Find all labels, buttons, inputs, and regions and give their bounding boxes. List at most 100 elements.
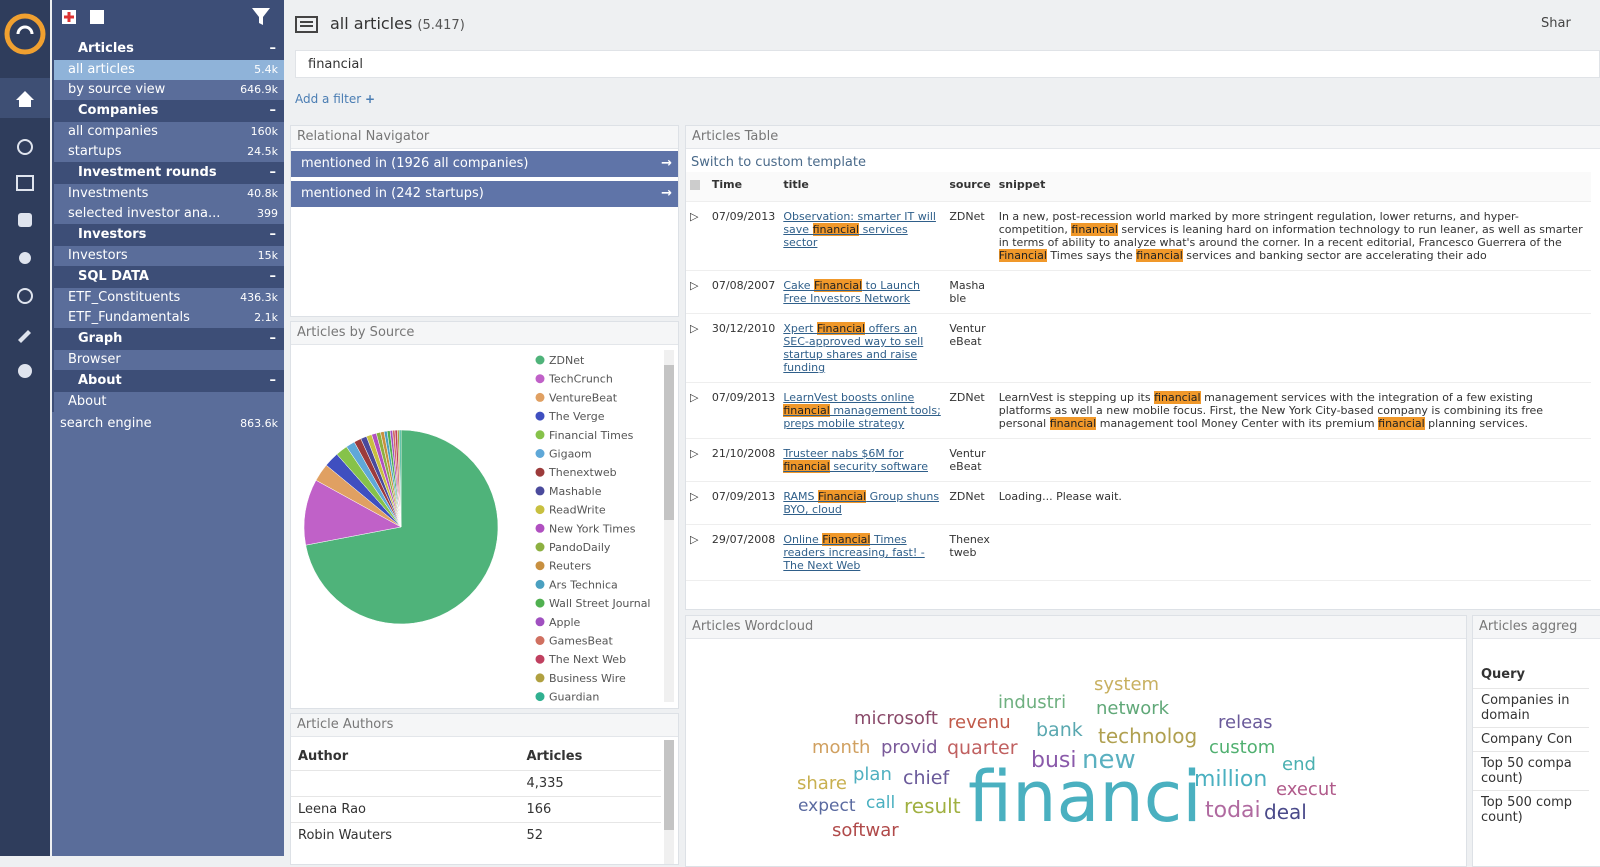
item-label: all articles [68,62,135,77]
nav-links: mentioned in (1926 all companies) → mentio… [291,151,678,207]
collapse-icon[interactable]: – [269,165,277,180]
nav-item[interactable]: Investors 15k [52,246,284,266]
nav-item[interactable]: all articles 5.4k [52,60,284,80]
template-link[interactable]: Switch to custom template [691,155,866,170]
collapse-icon[interactable]: – [269,269,277,284]
header-icon [295,16,318,33]
table-row: Leena Rao 166 [291,796,661,823]
column-header[interactable]: Articles [526,749,583,764]
collapse-icon[interactable]: – [269,41,277,56]
item-count: 24.5k [247,145,278,158]
expand-cell[interactable]: ▷ [686,438,708,482]
word: busi [1031,748,1076,773]
legend-swatch [535,430,545,440]
legend-swatch [535,523,545,533]
scrollbar [664,350,674,702]
word: system [1094,674,1159,695]
collapse-icon[interactable]: – [269,227,277,242]
nav-item[interactable]: startups 24.5k [52,142,284,162]
legend-label: Business Wire [549,672,626,685]
collapse-icon[interactable]: – [269,103,277,118]
item-label: Investments [68,186,149,201]
nav-link[interactable]: mentioned in (242 startups) → [291,181,678,207]
collapse-icon[interactable]: – [269,331,277,346]
expand-cell[interactable]: ▷ [686,201,708,271]
word: million [1194,767,1267,792]
expand-cell[interactable]: ▷ [686,313,708,383]
source-cell: ZDNet [945,382,995,439]
collapse-icon[interactable]: – [269,373,277,388]
scrollbar [664,740,674,864]
cell: 4,335 [526,776,564,791]
header-row: Time title source snippet [686,172,1591,202]
source-cell: ZDNet [945,201,995,271]
word: execut [1276,779,1336,800]
expand-cell[interactable]: ▷ [686,382,708,439]
nav-item[interactable]: all companies 160k [52,122,284,142]
add-filter[interactable]: Add a filter + [295,92,376,106]
word: new [1082,745,1136,775]
legend-swatch [535,579,545,589]
article-link[interactable]: Trusteer nabs $6M for financial security… [783,447,928,473]
checkbox-cell [686,172,708,202]
item-count: 160k [250,125,278,138]
time-cell: 29/07/2008 [707,524,780,581]
table-row: Robin Wauters 52 [291,822,661,849]
word: revenu [948,712,1011,733]
nav-item[interactable]: ETF_Fundamentals 2.1k [52,308,284,328]
legend-swatch [535,505,545,515]
legend-swatch [535,392,545,402]
nav-item[interactable]: Browser [52,350,284,370]
legend-label: TechCrunch [548,373,613,386]
icon-bar [0,0,50,856]
table-row: ▷ 07/09/2013 RAMS Financial Group shuns BY… [686,481,1591,525]
legend-swatch [535,636,545,645]
table-row: ▷ 30/12/2010 Xpert Financial offers an SEC… [686,313,1591,383]
nav-item[interactable]: selected investor ana... 399 [52,204,284,224]
expand-cell[interactable]: ▷ [686,481,708,525]
icons [0,13,50,378]
item-count: 646.9k [240,83,278,96]
nav-item[interactable]: by source view 646.9k [52,80,284,100]
expand-cell[interactable]: ▷ [686,524,708,581]
snippet-cell: Loading... Please wait. [994,481,1591,525]
word: call [866,793,895,813]
legend-swatch [535,542,545,552]
column-header: Query [1481,667,1526,682]
column-header[interactable]: Author [298,749,349,764]
article-link[interactable]: Observation: smarter IT will save financ… [783,210,936,249]
authors-table: Author Articles 4,335 Leena Rao 166 Robin Wau… [291,743,678,848]
nav-item[interactable]: Investments 40.8k [52,184,284,204]
legend-swatch [535,617,545,627]
article-link[interactable]: LearnVest boosts online financial manage… [783,391,941,430]
search-box[interactable]: financial [295,50,1600,78]
legend-label: Reuters [549,560,591,573]
table-row: ▷ 29/07/2008 Online Financial Times reader… [686,524,1591,581]
section-header: Graph – [52,328,284,350]
item-label: ETF_Fundamentals [68,310,190,325]
article-link[interactable]: Online Financial Times readers increasin… [783,533,925,572]
share-button[interactable]: Shar [1541,16,1571,31]
legend-label: Gigaom [549,448,592,461]
nav-item[interactable]: search engine 863.6k [52,412,284,436]
source-cell: VentureBeat [945,313,995,383]
legend-label: Ars Technica [549,578,618,591]
article-link[interactable]: RAMS Financial Group shuns BYO, cloud [783,490,940,516]
expand-cell[interactable]: ▷ [686,270,708,314]
nav-link-text: mentioned in (242 startups) [301,186,484,201]
article-link[interactable]: Xpert Financial offers an SEC-approved w… [783,322,924,374]
aggregation-rows: Companies in domain Company Con Top 50 com… [1473,688,1600,829]
item-count: 40.8k [247,187,278,200]
legend-swatch [535,598,545,608]
nav-item[interactable]: ETF_Constituents 436.3k [52,288,284,308]
item-label: Investors [68,248,128,263]
add-filter-text: Add a filter [295,92,362,106]
header-row: Author Articles [291,743,661,771]
legend-label: Financial Times [549,429,634,442]
nav-item[interactable]: About [52,392,284,412]
article-link[interactable]: Cake Financial to Launch Free Investors … [783,279,921,305]
nav-link[interactable]: mentioned in (1926 all companies) → [291,151,678,177]
legend-label: ZDNet [549,354,585,367]
legend-swatch [535,411,545,421]
legend-swatch [535,654,545,664]
